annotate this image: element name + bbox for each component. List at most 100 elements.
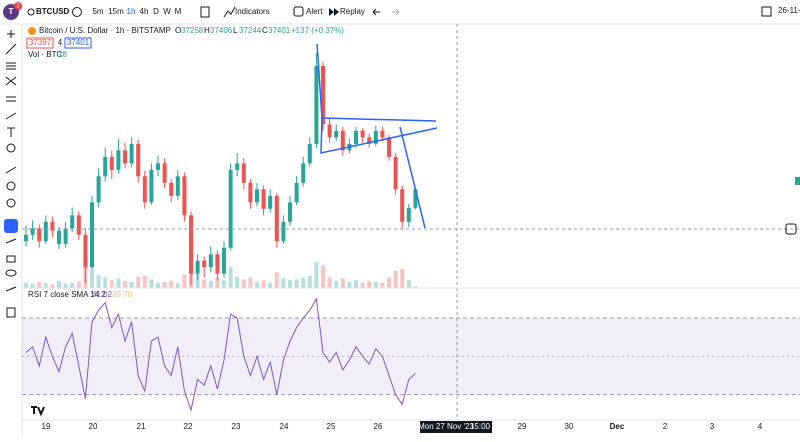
zoom-in[interactable] — [6, 181, 16, 191]
lock-tool[interactable] — [6, 255, 16, 263]
candle-body — [261, 189, 266, 209]
add-alert[interactable] — [785, 223, 797, 235]
triangle-top[interactable] — [316, 43, 437, 122]
layout-icon[interactable] — [761, 6, 772, 17]
volume-bar — [103, 277, 108, 288]
delete-tool[interactable] — [6, 307, 16, 318]
volume-bar — [387, 277, 391, 288]
emoji-tool[interactable] — [6, 143, 16, 153]
candle-body — [235, 163, 240, 170]
interval-button[interactable]: M — [175, 7, 182, 16]
volume-bar — [347, 281, 352, 288]
alert-icon[interactable] — [293, 6, 304, 17]
search-icon[interactable] — [27, 8, 35, 16]
badge — [14, 2, 22, 10]
volume-bar — [37, 281, 42, 288]
ohlc-label: L — [233, 26, 238, 35]
candle-type-icon[interactable] — [200, 6, 210, 18]
add-symbol[interactable] — [72, 7, 82, 17]
candle-body — [156, 163, 160, 170]
candle-body — [208, 254, 213, 268]
interval-button[interactable]: 1h — [127, 7, 136, 16]
hide-tool[interactable] — [5, 269, 17, 277]
pattern-tool[interactable] — [5, 76, 17, 86]
undo[interactable] — [372, 8, 380, 16]
text-tool[interactable] — [7, 127, 15, 137]
candle-body — [360, 130, 365, 138]
candle-body — [241, 163, 246, 183]
volume-bar — [30, 284, 35, 288]
time-label: 2 — [663, 422, 668, 431]
zoom-out[interactable] — [6, 198, 16, 208]
candle-body — [228, 169, 233, 248]
candle-body — [380, 130, 385, 138]
brush-tool[interactable] — [5, 112, 17, 120]
crosshair-tool[interactable] — [7, 30, 15, 38]
time-label: 4 — [758, 422, 763, 431]
link-tool[interactable] — [5, 286, 17, 292]
left-toolbar — [4, 30, 18, 318]
volume-bar — [149, 279, 154, 288]
candle-body — [83, 234, 88, 268]
tv-logo[interactable] — [31, 406, 45, 417]
triangle-bottom[interactable] — [320, 117, 438, 154]
volume-label: Vol · BTC — [28, 50, 62, 59]
volume-bar — [400, 268, 405, 288]
candle-body — [274, 195, 279, 242]
replay-button[interactable]: Replay — [340, 7, 365, 16]
indicators-button[interactable]: Indicators — [235, 7, 270, 16]
candle-body — [340, 130, 345, 151]
candle-body — [393, 156, 398, 190]
date-label: 26-11- — [778, 6, 800, 15]
breakdown-line[interactable] — [399, 126, 426, 229]
volume-bar — [360, 282, 365, 288]
ohlc-label: O — [175, 26, 181, 35]
alert-button[interactable]: Alert — [306, 7, 323, 16]
volume-bar — [241, 279, 246, 288]
rsi-label: RSI 7 close SMA 14 2 — [28, 290, 106, 299]
ask-box[interactable] — [64, 37, 92, 49]
interval-button[interactable]: D — [153, 7, 159, 16]
stay-drawing[interactable] — [5, 238, 17, 244]
interval-button[interactable]: 15m — [108, 7, 124, 16]
volume-bar — [248, 277, 253, 288]
candle-body — [90, 202, 94, 268]
volume-bar — [288, 280, 292, 288]
redo[interactable] — [392, 8, 400, 16]
ohlc-value: 37244 — [239, 26, 262, 35]
candle-body — [149, 169, 154, 203]
ruler-tool[interactable] — [5, 166, 17, 174]
magnet-tool[interactable] — [4, 219, 18, 233]
candle-body — [76, 215, 81, 235]
candle-body — [202, 260, 207, 268]
volume-bar — [393, 270, 398, 288]
candle-body — [189, 215, 193, 274]
forecast-tool[interactable] — [6, 96, 16, 102]
candle-body — [248, 182, 253, 203]
candle-body — [281, 221, 286, 242]
indicators-icon[interactable] — [223, 6, 236, 18]
symbol[interactable]: BTCUSD — [36, 7, 70, 16]
badge-count: 3 — [16, 4, 20, 10]
bid-box[interactable] — [26, 37, 54, 49]
volume-bar — [268, 282, 273, 288]
replay-icon[interactable] — [329, 8, 339, 16]
volume-bar — [327, 277, 332, 288]
interval-button[interactable]: 4h — [140, 7, 149, 16]
interval-button[interactable]: W — [163, 7, 171, 16]
candle-body — [109, 156, 114, 170]
volume-bar — [50, 284, 55, 288]
candle-body — [321, 65, 325, 125]
volume-bar — [261, 280, 266, 288]
time-label: 21 — [137, 422, 146, 431]
time-label: Dec — [610, 422, 625, 431]
trendline-tool[interactable] — [5, 43, 17, 55]
interval-button[interactable]: 5m — [92, 7, 103, 16]
candle-body — [96, 176, 101, 203]
drawings[interactable] — [316, 43, 438, 229]
ohlc-label: H — [204, 26, 210, 35]
volume-bar — [307, 275, 312, 288]
fib-tool[interactable] — [6, 62, 16, 70]
volume-bar — [24, 282, 28, 288]
